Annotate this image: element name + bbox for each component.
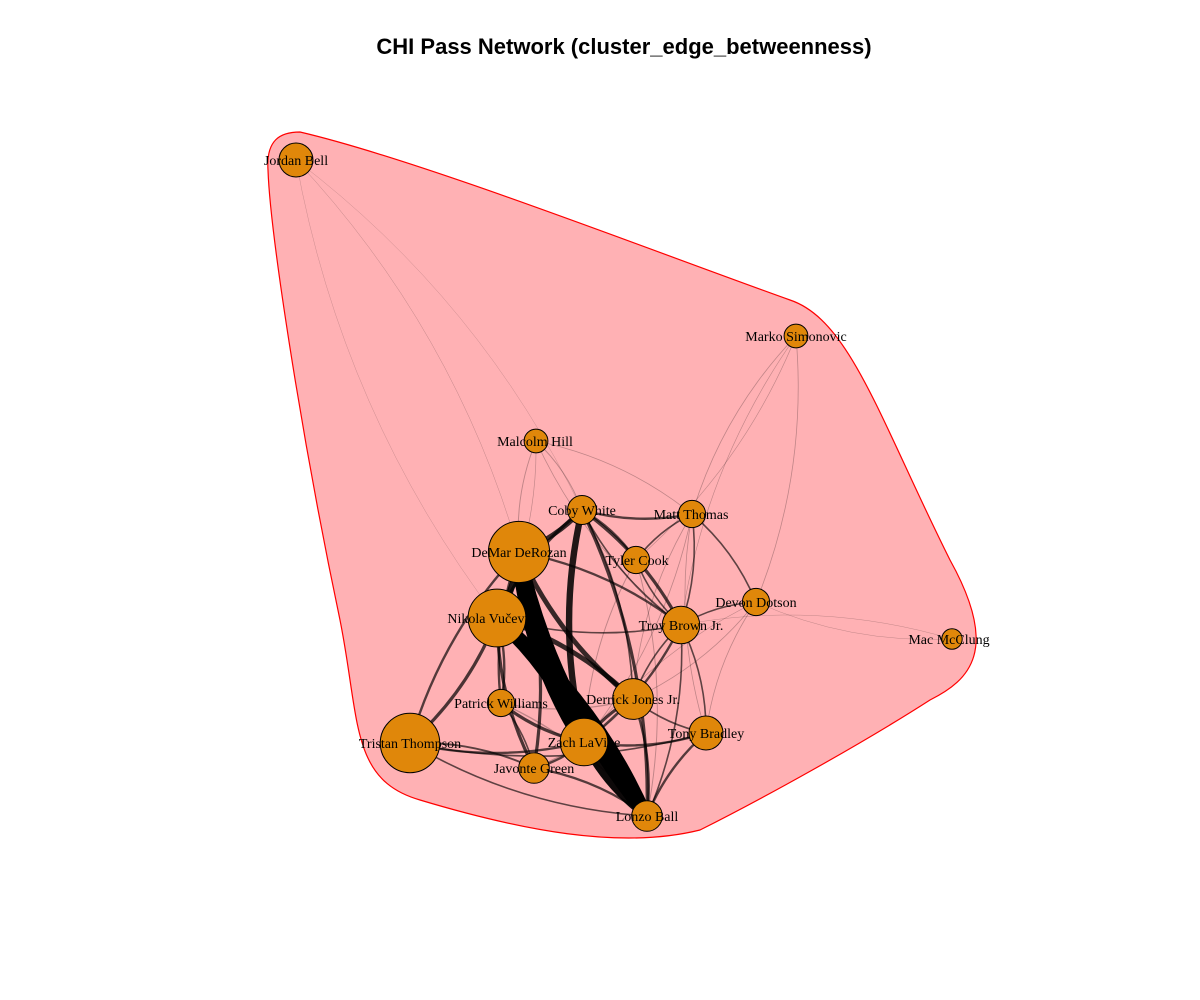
edge-simonovic-dotson <box>755 335 799 603</box>
node-label-green: Javonte Green <box>494 762 574 777</box>
node-label-hill: Malcolm Hill <box>497 435 573 450</box>
edge-thomas-jones <box>632 513 693 700</box>
edge-cook-ball <box>635 559 658 817</box>
node-label-mcclung: Mac McClung <box>908 633 989 648</box>
node-thomas <box>677 499 707 529</box>
node-label-bell: Jordan Bell <box>264 154 328 169</box>
edge-white-jones <box>581 509 634 700</box>
node-layer: Jordan Bell Marko Simonovic Malcolm Hill Co… <box>264 142 990 832</box>
edge-white-ball <box>580 509 649 817</box>
edge-mcclung-dotson <box>755 601 953 640</box>
node-green <box>518 752 550 784</box>
node-simonovic <box>783 323 809 349</box>
edge-simonovic-brown <box>680 335 797 626</box>
cluster-hull <box>267 131 977 839</box>
node-jones <box>612 678 654 720</box>
edge-dotson-lavine <box>583 601 757 743</box>
edge-hill-thomas <box>535 440 693 515</box>
edge-simonovic-thomas <box>691 335 797 515</box>
node-dotson <box>741 587 771 617</box>
node-label-bradley: Tony Bradley <box>668 727 744 742</box>
edge-thomas-lavine <box>583 513 693 743</box>
node-label-lavine: Zach LaVine <box>548 736 621 751</box>
node-bell <box>278 142 314 178</box>
node-hill <box>523 428 549 454</box>
node-mcclung <box>941 628 963 650</box>
node-label-jones: Derrick Jones Jr. <box>586 693 680 708</box>
node-cook <box>621 545 651 575</box>
node-thompson <box>379 712 441 774</box>
node-label-dotson: Devon Dotson <box>715 596 796 611</box>
node-label-brown: Troy Brown Jr. <box>639 619 724 634</box>
edge-bradley-thompson <box>409 732 707 757</box>
node-label-derozan: DeMar DeRozan <box>471 546 566 561</box>
chart-title: CHI Pass Network (cluster_edge_betweenne… <box>376 34 872 59</box>
node-williams <box>486 688 516 718</box>
node-derozan <box>487 520 551 584</box>
edge-thompson-ball <box>409 742 648 817</box>
edge-bell-white <box>295 159 583 511</box>
node-brown <box>661 605 701 645</box>
node-label-vucevic: Nikola Vučević <box>447 612 534 627</box>
edge-bell-derozan <box>295 159 520 553</box>
node-label-simonovic: Marko Simonovic <box>745 330 847 345</box>
edge-bell-vucevic <box>295 159 498 619</box>
node-lavine <box>559 717 609 767</box>
node-bradley <box>688 715 724 751</box>
edge-mcclung-brown <box>680 614 953 640</box>
edge-vucevic-ball <box>493 613 653 819</box>
node-ball <box>631 800 663 832</box>
node-label-ball: Lonzo Ball <box>616 810 679 825</box>
node-label-thompson: Tristan Thompson <box>359 737 461 752</box>
edge-hill-brown <box>535 440 682 626</box>
node-label-white: Coby White <box>548 504 616 519</box>
edge-white-lavine <box>565 509 588 743</box>
node-label-cook: Tyler Cook <box>605 554 668 569</box>
node-label-williams: Patrick Williams <box>454 697 548 712</box>
node-vucevic <box>467 588 527 648</box>
edge-simonovic-cook <box>635 335 797 561</box>
node-white <box>567 495 597 525</box>
node-label-thomas: Matt Thomas <box>654 508 729 523</box>
edge-brown-ball <box>646 624 683 817</box>
